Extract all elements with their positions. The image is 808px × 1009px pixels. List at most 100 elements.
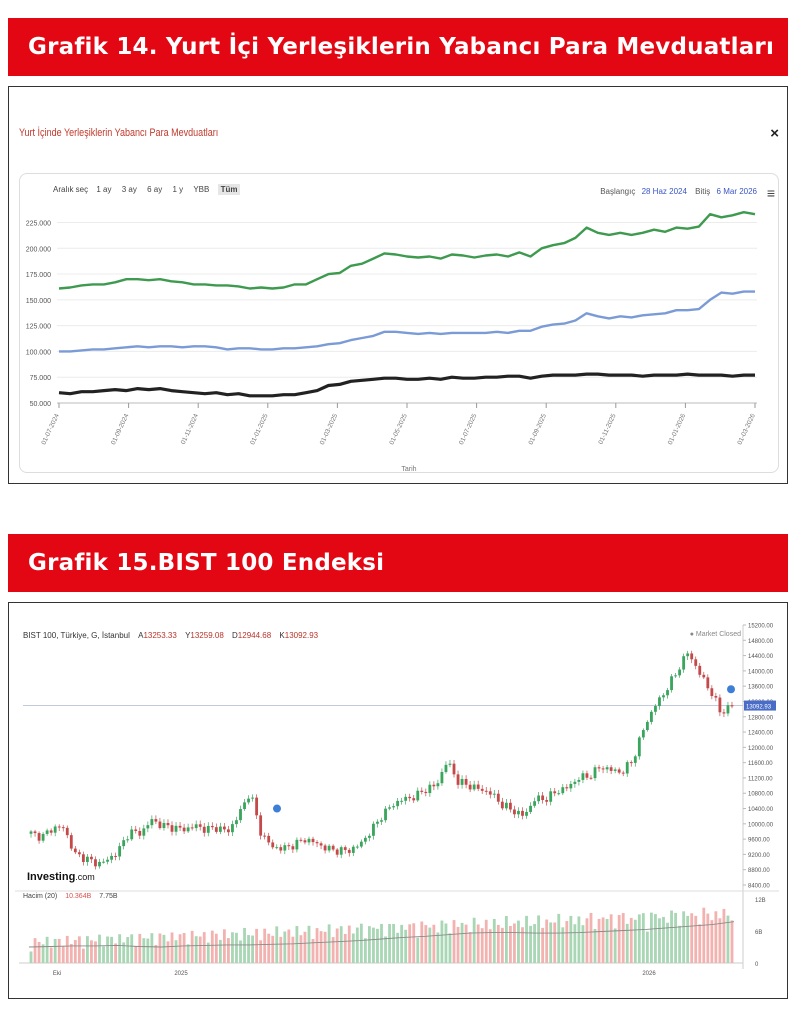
candle-body: [106, 859, 109, 862]
volume-bar: [81, 948, 85, 963]
candle-body: [637, 737, 641, 757]
volume-bar: [650, 912, 653, 963]
volume-bar: [138, 933, 142, 963]
candle-body: [674, 675, 677, 677]
range-button-1m[interactable]: 1 ay: [96, 185, 112, 194]
volume-bar: [541, 927, 545, 963]
volume-bar: [452, 920, 456, 963]
range-button-6m[interactable]: 6 ay: [147, 185, 163, 194]
start-date-input[interactable]: 28 Haz 2024: [641, 187, 687, 196]
candle-body: [613, 769, 617, 771]
end-date-input[interactable]: 6 Mar 2026: [716, 187, 757, 196]
x-tick-label: Eki: [53, 971, 61, 977]
volume-bar: [315, 928, 319, 963]
volume-bar: [388, 924, 391, 963]
candle-body: [504, 802, 508, 809]
candle-body: [355, 846, 359, 848]
y-tick-label: 10800.00: [748, 792, 774, 798]
y-tick-label: 13600.00: [748, 685, 774, 691]
candle-body: [295, 839, 299, 850]
ohlc-high: Y13259.08: [185, 631, 224, 640]
candle-body: [597, 767, 601, 769]
range-button-3m[interactable]: 3 ay: [121, 185, 137, 194]
candle-body: [154, 819, 158, 822]
candle-body: [686, 653, 690, 657]
range-button-1y[interactable]: 1 y: [172, 185, 184, 194]
range-selector: Aralık seç 1 ay 3 ay 6 ay 1 y YBB Tüm: [53, 184, 241, 195]
volume-bar: [525, 915, 528, 963]
volume-bar: [295, 926, 299, 963]
volume-bar: [247, 935, 250, 963]
candle-body: [178, 825, 182, 828]
volume-tick-label: 6B: [755, 930, 762, 936]
candle-body: [57, 826, 61, 828]
candle-body: [702, 674, 706, 678]
volume-bar: [448, 933, 452, 963]
candle-body: [315, 842, 319, 844]
y-tick-label: 10000.00: [748, 822, 774, 828]
x-tick-label: 01-09-2024: [110, 413, 131, 446]
volume-bar: [49, 947, 53, 963]
candle-body: [400, 800, 404, 802]
range-button-ytd[interactable]: YBB: [193, 185, 210, 194]
volume-bar: [53, 938, 57, 963]
candle-body: [392, 806, 395, 808]
volume-bar: [114, 943, 118, 963]
range-button-all[interactable]: Tüm: [217, 184, 241, 195]
candle-body: [363, 837, 367, 842]
volume-bar: [194, 936, 198, 963]
hamburger-menu-icon[interactable]: ≡: [766, 185, 775, 201]
candle-body: [666, 690, 669, 696]
ohlc-low: D12944.68: [232, 631, 272, 640]
candle-body: [633, 756, 637, 763]
candle-body: [255, 797, 259, 816]
x-tick-label: 01-11-2024: [180, 413, 200, 446]
y-tick-label: 150.000: [26, 298, 51, 305]
volume-bar: [537, 915, 541, 963]
volume-bar: [380, 923, 383, 963]
chart-frame-bist100: BIST 100, Türkiye, G, İstanbul A13253.33…: [8, 602, 788, 999]
candle-body: [343, 847, 347, 850]
candle-body: [621, 772, 625, 774]
chart-card: [19, 173, 779, 473]
volume-bar: [617, 914, 621, 963]
candle-body: [573, 781, 577, 784]
candle-body: [206, 825, 210, 833]
volume-bar: [299, 935, 303, 963]
volume-bar: [339, 926, 343, 963]
candle-body: [460, 778, 464, 785]
series-line-2: [58, 372, 755, 398]
volume-bar: [186, 944, 190, 963]
candle-body: [98, 861, 101, 867]
candle-body: [267, 835, 271, 843]
last-price-badge: [744, 700, 776, 711]
volume-bar: [90, 940, 93, 963]
volume-bar: [420, 921, 424, 963]
candle-body: [617, 769, 621, 773]
candle-body: [581, 773, 585, 780]
candle-body: [678, 669, 682, 676]
candle-body: [730, 705, 734, 707]
volume-bar: [581, 925, 585, 963]
volume-bar: [174, 940, 178, 963]
volume-bar: [291, 936, 295, 963]
candle-body: [142, 828, 146, 836]
volume-bar: [706, 913, 710, 963]
volume-bar: [61, 946, 65, 963]
candle-body: [492, 793, 496, 795]
volume-bar: [170, 932, 174, 963]
y-tick-label: 9200.00: [748, 853, 770, 859]
candle-body: [122, 840, 126, 847]
volume-bar: [154, 945, 158, 963]
close-icon[interactable]: ×: [770, 125, 779, 142]
series-line-1: [59, 290, 755, 353]
volume-bar: [271, 935, 275, 963]
volume-bar: [521, 927, 524, 963]
volume-bar: [86, 936, 89, 963]
candle-body: [319, 843, 323, 846]
y-tick-label: 8400.00: [748, 884, 770, 890]
candle-body: [190, 827, 194, 829]
last-price-label: 13092.93: [746, 705, 772, 711]
volume-bar: [488, 929, 492, 963]
candle-body: [49, 830, 53, 833]
